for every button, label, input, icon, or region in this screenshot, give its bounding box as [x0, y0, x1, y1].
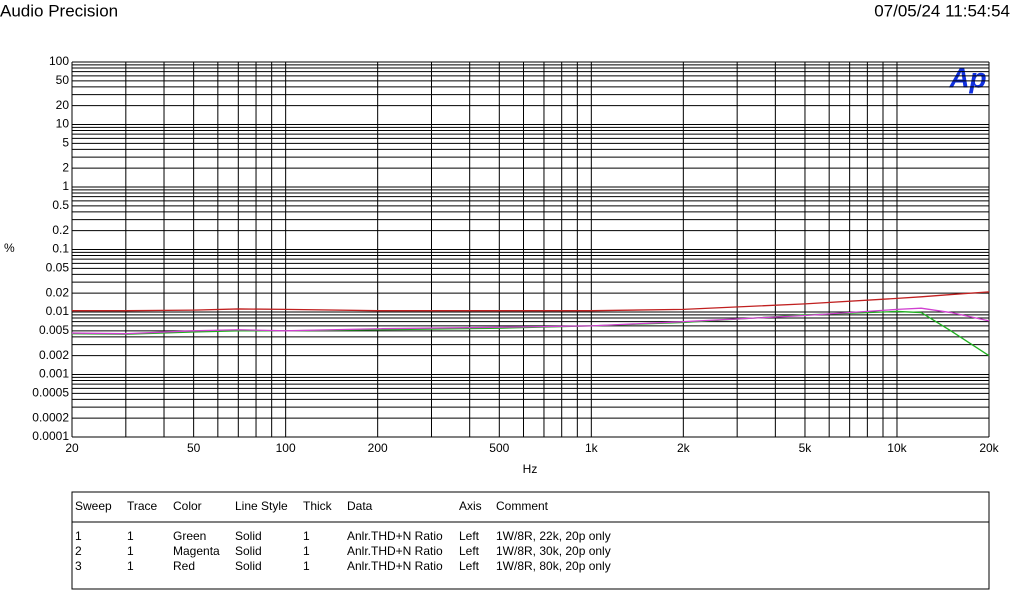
- series-line: [71, 307, 990, 335]
- table-header: Thick: [303, 499, 333, 513]
- y-tick-label: 10: [56, 117, 70, 131]
- legend-table-box: [71, 491, 990, 590]
- table-cell: Anlr.THD+N Ratio: [347, 544, 443, 558]
- x-tick-label: 500: [489, 441, 509, 455]
- table-cell: 2: [75, 544, 82, 558]
- table-cell: 1: [303, 544, 310, 558]
- table-header: Sweep: [75, 499, 112, 513]
- y-tick-label: 50: [56, 73, 70, 87]
- timestamp: 07/05/24 11:54:54: [874, 1, 1010, 20]
- y-tick-label: 0.05: [46, 260, 70, 274]
- y-tick-label: 0.2: [52, 223, 69, 237]
- x-tick-label: 200: [368, 441, 388, 455]
- table-cell: Left: [459, 529, 480, 543]
- y-tick-label: 5: [62, 135, 69, 149]
- y-tick-label: 0.001: [39, 367, 69, 381]
- table-cell: Solid: [235, 529, 262, 543]
- y-tick-label: 0.0005: [32, 385, 69, 399]
- x-tick-label: 100: [276, 441, 296, 455]
- table-cell: 1: [127, 544, 134, 558]
- table-cell: Anlr.THD+N Ratio: [347, 529, 443, 543]
- y-axis-label: %: [4, 241, 15, 255]
- x-tick-label: 20k: [979, 441, 999, 455]
- table-cell: 1: [303, 559, 310, 573]
- x-axis-label: Hz: [523, 462, 538, 476]
- y-tick-label: 2: [62, 160, 69, 174]
- x-tick-label: 2k: [677, 441, 691, 455]
- table-cell: Red: [173, 559, 195, 573]
- table-cell: Left: [459, 559, 480, 573]
- x-tick-label: 1k: [585, 441, 599, 455]
- table-cell: 1: [127, 529, 134, 543]
- table-cell: Anlr.THD+N Ratio: [347, 559, 443, 573]
- table-cell: 1: [127, 559, 134, 573]
- y-tick-label: 0.01: [46, 304, 70, 318]
- table-header: Trace: [127, 499, 158, 513]
- app-title: Audio Precision: [0, 1, 118, 20]
- logo: Ap: [948, 62, 986, 93]
- table-cell: 1: [75, 529, 82, 543]
- x-tick-label: 10k: [887, 441, 907, 455]
- table-cell: 1W/8R, 80k, 20p only: [496, 559, 611, 573]
- table-cell: 1W/8R, 30k, 20p only: [496, 544, 611, 558]
- y-tick-label: 0.02: [46, 285, 70, 299]
- table-cell: Solid: [235, 559, 262, 573]
- table-cell: Green: [173, 529, 206, 543]
- table-cell: Magenta: [173, 544, 220, 558]
- x-tick-label: 20: [65, 441, 79, 455]
- y-tick-label: 100: [49, 54, 69, 68]
- table-cell: 1: [303, 529, 310, 543]
- table-cell: 3: [75, 559, 82, 573]
- y-tick-label: 0.0002: [32, 410, 69, 424]
- table-cell: Solid: [235, 544, 262, 558]
- y-tick-label: 0.002: [39, 348, 69, 362]
- table-header: Line Style: [235, 499, 288, 513]
- y-tick-label: 0.1: [52, 242, 69, 256]
- table-cell: Left: [459, 544, 480, 558]
- y-tick-label: 0.5: [52, 198, 69, 212]
- x-tick-label: 5k: [799, 441, 813, 455]
- table-header: Comment: [496, 499, 549, 513]
- y-tick-label: 1: [62, 179, 69, 193]
- y-tick-label: 0.0001: [32, 429, 69, 443]
- table-cell: 1W/8R, 22k, 20p only: [496, 529, 611, 543]
- table-header: Axis: [459, 499, 482, 513]
- x-tick-label: 50: [187, 441, 201, 455]
- y-tick-label: 20: [56, 98, 70, 112]
- y-tick-label: 0.005: [39, 323, 69, 337]
- table-header: Data: [347, 499, 373, 513]
- table-header: Color: [173, 499, 202, 513]
- series-line: [72, 291, 990, 312]
